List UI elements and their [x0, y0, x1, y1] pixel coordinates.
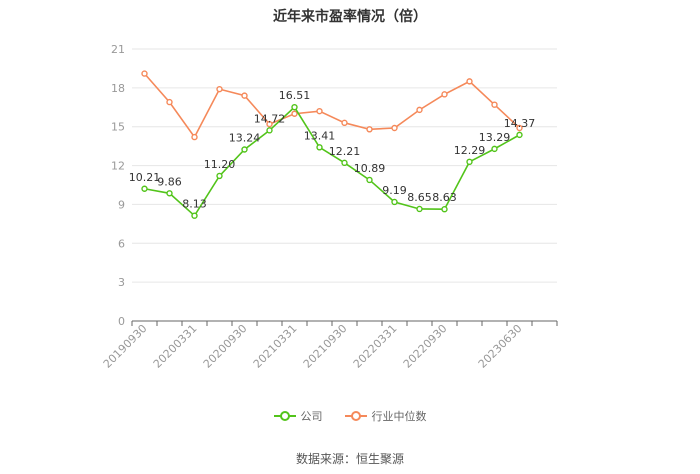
- data-label: 16.51: [279, 89, 311, 102]
- legend: 公司 行业中位数: [0, 408, 700, 424]
- data-point-industry: [391, 124, 398, 132]
- data-point-industry: [216, 85, 223, 93]
- chart-title: 近年来市盈率情况（倍）: [273, 9, 427, 25]
- data-point-company: [516, 131, 523, 139]
- data-point-company: [341, 159, 348, 167]
- data-point-industry: [141, 70, 148, 77]
- data-point-industry: [241, 92, 248, 99]
- data-point-company: [441, 206, 448, 213]
- data-point-company: [466, 158, 473, 166]
- data-label: 9.19: [382, 184, 407, 197]
- data-point-industry: [316, 107, 323, 115]
- data-point-company: [316, 144, 323, 151]
- legend-item-company[interactable]: 公司: [273, 408, 323, 424]
- data-point-industry: [466, 78, 473, 85]
- data-point-company: [191, 212, 198, 219]
- data-point-industry: [441, 91, 448, 98]
- y-tick-label: 12: [111, 160, 125, 173]
- data-label: 8.63: [432, 191, 457, 204]
- legend-swatch-industry: [344, 411, 367, 421]
- data-point-company: [416, 205, 423, 213]
- x-tick-label: 20210331: [251, 322, 300, 371]
- data-source: 数据来源：恒生聚源: [295, 452, 404, 466]
- x-tick-label: 20200331: [151, 322, 200, 371]
- data-point-company: [266, 127, 273, 134]
- data-label: 14.72: [254, 112, 286, 125]
- legend-swatch-company: [273, 411, 296, 421]
- data-point-company: [391, 198, 398, 206]
- data-point-company: [291, 103, 298, 111]
- y-tick-label: 9: [118, 198, 125, 211]
- x-tick-label: 20210930: [301, 322, 350, 371]
- data-label: 12.21: [329, 145, 361, 158]
- data-point-company: [216, 172, 223, 180]
- series-line-company: [144, 105, 520, 217]
- data-point-industry: [191, 133, 198, 141]
- data-point-industry: [516, 124, 523, 132]
- y-tick-label: 21: [111, 43, 125, 56]
- data-label: 13.24: [229, 132, 261, 145]
- legend-item-industry[interactable]: 行业中位数: [344, 408, 427, 424]
- data-point-industry: [266, 120, 273, 128]
- x-tick-label: 20220930: [401, 322, 450, 371]
- y-tick-label: 6: [118, 237, 125, 250]
- data-point-industry: [366, 126, 373, 133]
- data-point-industry: [416, 106, 423, 114]
- data-label: 13.41: [304, 129, 336, 142]
- data-point-company: [141, 185, 148, 192]
- data-point-company: [491, 145, 498, 153]
- data-point-company: [366, 176, 373, 184]
- data-label: 10.21: [129, 171, 161, 184]
- x-tick-label: 20200930: [201, 322, 250, 371]
- data-label: 14.37: [504, 117, 536, 130]
- data-point-company: [241, 146, 248, 153]
- y-tick-label: 3: [118, 276, 125, 289]
- x-tick-label: 20220331: [351, 322, 400, 371]
- y-tick-label: 0: [118, 315, 125, 328]
- y-tick-label: 18: [111, 82, 125, 95]
- data-label: 8.65: [407, 191, 432, 204]
- data-point-industry: [341, 119, 348, 127]
- y-tick-label: 15: [111, 121, 125, 134]
- data-point-industry: [291, 110, 298, 117]
- data-label: 12.29: [454, 144, 486, 157]
- data-label: 9.86: [157, 175, 182, 188]
- data-label: 8.13: [182, 198, 207, 211]
- data-label: 10.89: [354, 162, 386, 175]
- data-label: 11.20: [204, 158, 236, 171]
- x-tick-label: 20230630: [476, 322, 525, 371]
- legend-label-industry: 行业中位数: [371, 410, 427, 423]
- data-labels: 10.219.868.13 11.20 13.24 14.72 16.51 13.41 12…: [129, 89, 536, 211]
- data-point-industry: [491, 101, 498, 108]
- data-point-industry: [166, 98, 173, 106]
- series-layer: [141, 70, 523, 219]
- x-tick-label: 20190930: [101, 322, 150, 371]
- series-line-industry: [143, 73, 521, 139]
- data-point-company: [166, 190, 173, 197]
- data-label: 13.29: [479, 131, 511, 144]
- legend-label-company: 公司: [300, 410, 323, 423]
